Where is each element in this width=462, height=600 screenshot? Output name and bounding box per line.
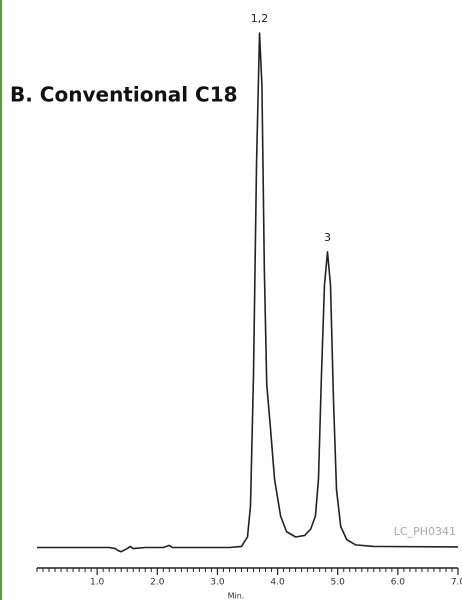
x-tick-label: 4.0 [270,578,285,588]
peak-label: 3 [324,231,331,244]
x-tick-label: 6.0 [391,578,406,588]
x-tick-label: 1.0 [90,578,105,588]
signal-line [37,32,459,553]
watermark: LC_PH0341 [394,525,456,538]
side-bar [0,0,2,600]
chart-title: B. Conventional C18 [10,83,238,107]
peak-label: 1,2 [251,12,269,25]
x-axis-label: Min. [228,592,245,600]
x-tick-label: 5.0 [331,578,346,588]
x-tick-label: 7.0 [451,578,462,588]
x-tick-label: 3.0 [210,578,225,588]
x-tick-label: 2.0 [150,578,165,588]
